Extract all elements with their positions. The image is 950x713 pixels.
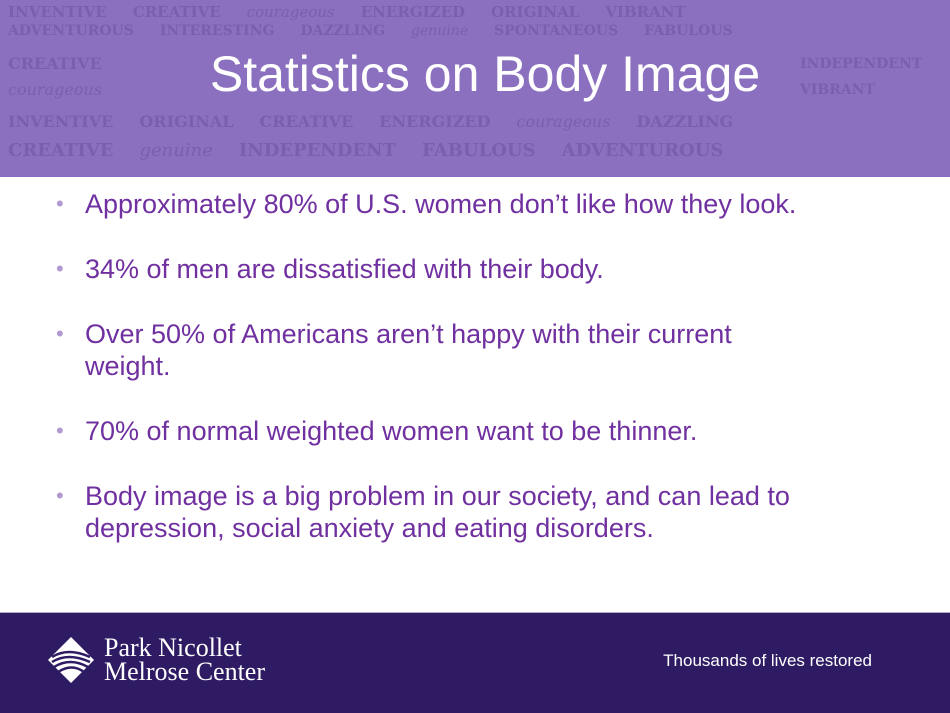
pattern-word: DAZZLING [300,23,386,39]
bullet-item: • 70% of normal weighted women want to be… [56,415,916,447]
bullet-text: 34% of men are dissatisfied with their b… [85,254,604,284]
bullet-icon: • [56,321,64,346]
bullet-item: • Approximately 80% of U.S. women don’t l… [56,188,916,220]
pattern-word: ORIGINAL [491,3,580,21]
pattern-word: DAZZLING [636,112,734,131]
bullet-text: Over 50% of Americans aren’t happy with … [85,319,732,381]
bullet-icon: • [56,418,64,443]
pattern-column: CREATIVE courageous [8,52,102,102]
pattern-word: CREATIVE [8,140,114,161]
logo-line-1: Park Nicollet [104,633,242,662]
slide-title: Statistics on Body Image [0,44,950,104]
logo-line-2: Melrose Center [104,657,266,686]
pattern-word: ADVENTUROUS [8,23,134,39]
pattern-word: VIBRANT [605,3,686,21]
pattern-word: CREATIVE [8,54,102,73]
pattern-word: genuine [411,23,469,39]
bullet-text: Approximately 80% of U.S. women don’t li… [85,189,797,219]
pattern-word: courageous [516,112,611,131]
slide-title-text: Statistics on Body Image [209,46,761,102]
title-banner: INVENTIVE CREATIVE courageous ENERGIZED … [0,0,950,177]
pattern-word: courageous [8,80,102,99]
pattern-word: SPONTANEOUS [494,23,619,39]
bullet-item: • Over 50% of Americans aren’t happy with… [56,318,916,382]
pattern-row: CREATIVE genuine INDEPENDENT FABULOUS AD… [8,140,723,162]
pattern-word: ADVENTUROUS [561,140,724,161]
bullet-icon: • [56,483,64,508]
pattern-word: FABULOUS [644,23,733,39]
pattern-word: FABULOUS [421,140,536,161]
bullet-icon: • [56,256,64,281]
bullet-text: 70% of normal weighted women want to be … [85,416,698,446]
footer-bar: Park Nicollet Melrose Center Thousands o… [0,612,950,713]
pattern-word: INTERESTING [159,23,275,39]
pattern-word: CREATIVE [132,3,221,21]
pattern-word: INVENTIVE [8,3,107,21]
logo-wave-icon [48,637,94,683]
pattern-word: genuine [139,140,213,161]
pattern-word: ORIGINAL [139,112,234,131]
bullet-icon: • [56,191,64,216]
pattern-row: INVENTIVE CREATIVE courageous ENERGIZED … [8,3,686,21]
pattern-word: ENERGIZED [379,112,491,131]
bullet-item: • Body image is a big problem in our soci… [56,480,916,544]
pattern-word: VIBRANT [800,82,875,98]
tagline: Thousands of lives restored [663,651,872,670]
pattern-word: INDEPENDENT [238,140,396,161]
pattern-column: INDEPENDENT VIBRANT [800,52,922,102]
pattern-word: CREATIVE [259,112,354,131]
pattern-word: INVENTIVE [8,112,114,131]
decorative-word-pattern: INVENTIVE CREATIVE courageous ENERGIZED … [0,0,950,177]
park-nicollet-logo: Park Nicollet Melrose Center [46,635,265,685]
pattern-word: ENERGIZED [360,3,466,21]
bullet-text: Body image is a big problem in our socie… [85,481,790,543]
bullet-list: • Approximately 80% of U.S. women don’t l… [56,188,916,577]
pattern-word: INDEPENDENT [800,56,923,72]
pattern-row: ADVENTUROUS INTERESTING DAZZLING genuine… [8,23,733,40]
bullet-item: • 34% of men are dissatisfied with their … [56,253,916,285]
pattern-row: INVENTIVE ORIGINAL CREATIVE ENERGIZED co… [8,112,733,132]
pattern-word: courageous [246,3,335,21]
